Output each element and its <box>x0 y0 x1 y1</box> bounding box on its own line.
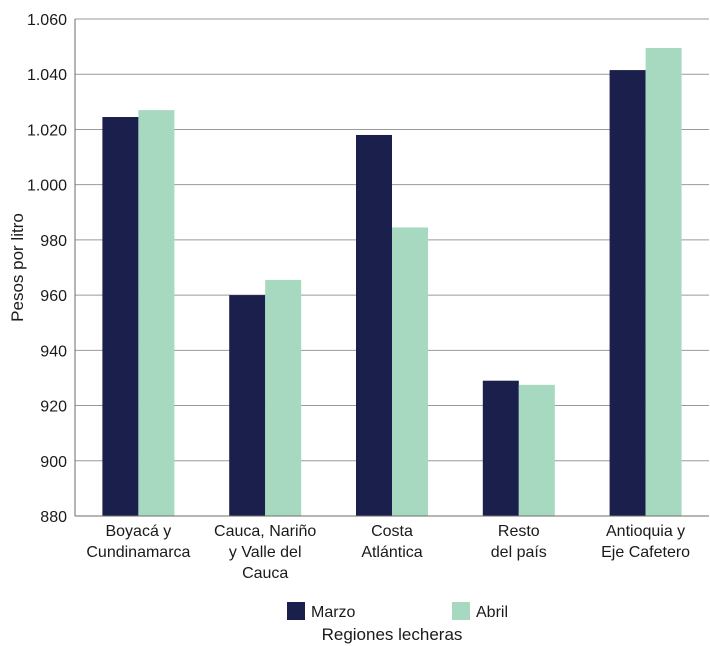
x-category-label: Antioquia y Eje Cafetero <box>601 523 690 561</box>
bar-abril <box>265 279 302 516</box>
bar-abril <box>392 227 428 517</box>
y-tick-label: 980 <box>40 233 67 250</box>
x-category-labels: Boyacá y Cundinamarca Cauca, Nariño y Valle… <box>86 523 690 582</box>
bar-marzo <box>609 70 646 516</box>
bar-abril <box>138 110 175 516</box>
legend-label-abril: Abril <box>476 604 508 621</box>
x-category-label: Cauca, Nariño y Valle del Cauca <box>214 523 316 582</box>
y-tick-label: 1.040 <box>27 67 67 84</box>
y-tick-label: 880 <box>40 509 67 526</box>
y-tick-label: 1.020 <box>27 122 67 139</box>
legend-swatch-abril <box>452 602 470 620</box>
legend-label-marzo: Marzo <box>311 604 356 621</box>
y-axis-title: Pesos por litro <box>8 213 27 322</box>
bar-abril <box>645 47 682 516</box>
y-tick-label: 900 <box>40 454 67 471</box>
bar-marzo <box>102 117 139 517</box>
x-axis-title: Regiones lecheras <box>322 625 463 644</box>
y-tick-label: 940 <box>40 343 67 360</box>
legend-swatch-marzo <box>287 602 305 620</box>
x-category-label: Costa Atlántica <box>361 523 422 561</box>
y-tick-label: 1.060 <box>27 12 67 29</box>
y-tick-labels: 880 900 920 940 960 980 1.000 1.020 1.040 1.060 <box>27 12 67 526</box>
bars <box>102 47 682 517</box>
axes <box>74 19 709 517</box>
y-tick-label: 920 <box>40 399 67 416</box>
x-category-label: Boyacá y Cundinamarca <box>86 523 190 561</box>
bar-marzo <box>482 380 519 516</box>
y-tick-label: 1.000 <box>27 178 67 195</box>
y-tick-label: 960 <box>40 288 67 305</box>
bar-abril <box>518 384 555 516</box>
x-category-label: Resto del país <box>491 523 547 561</box>
bar-marzo <box>229 295 266 516</box>
legend: Marzo Abril <box>287 602 508 621</box>
bar-marzo <box>356 134 392 516</box>
